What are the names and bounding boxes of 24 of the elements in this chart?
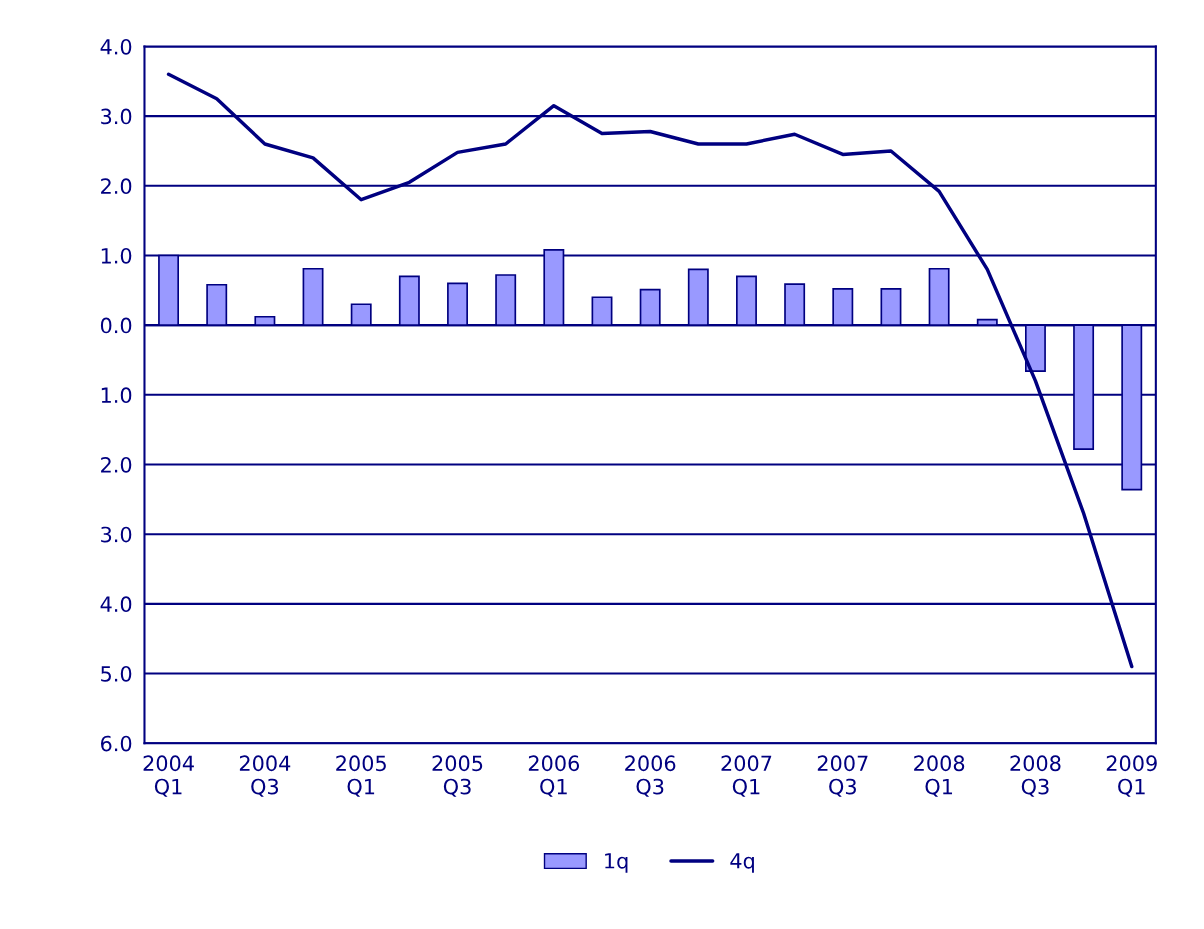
x-tick-label: 2007 Q1 <box>721 755 772 797</box>
y-tick-label: 4.0 <box>100 38 132 55</box>
x-tick-label: 2005 Q3 <box>432 755 483 797</box>
x-tick-label: 2008 Q3 <box>1010 755 1061 797</box>
x-tick-label: 2004 Q1 <box>143 755 194 797</box>
y-tick-label: 2.0 <box>101 456 132 473</box>
y-tick-label: 1.0 <box>101 387 132 404</box>
y-tick-label: 6.0 <box>101 735 132 752</box>
x-tick-label: 2004 Q3 <box>239 755 291 797</box>
y-tick-label: 2.0 <box>101 178 132 195</box>
y-tick-label: 5.0 <box>101 665 132 682</box>
x-tick-label: 2007 Q3 <box>817 755 868 797</box>
legend-label: 4q <box>730 853 754 873</box>
x-tick-label: 2005 Q1 <box>336 755 386 797</box>
legend-label: 1q <box>605 853 628 873</box>
x-tick-label: 2006 Q3 <box>625 755 676 797</box>
x-tick-label: 2006 Q1 <box>528 755 580 797</box>
x-tick-label: 2008 Q1 <box>914 755 965 797</box>
y-tick-label: 4.0 <box>100 596 132 613</box>
y-tick-label: 3.0 <box>101 108 132 125</box>
x-tick-label: 2009 Q1 <box>1106 755 1157 797</box>
y-tick-label: 3.0 <box>101 526 132 543</box>
y-tick-label: 1.0 <box>101 247 132 264</box>
y-tick-label: 0.0 <box>100 317 132 334</box>
